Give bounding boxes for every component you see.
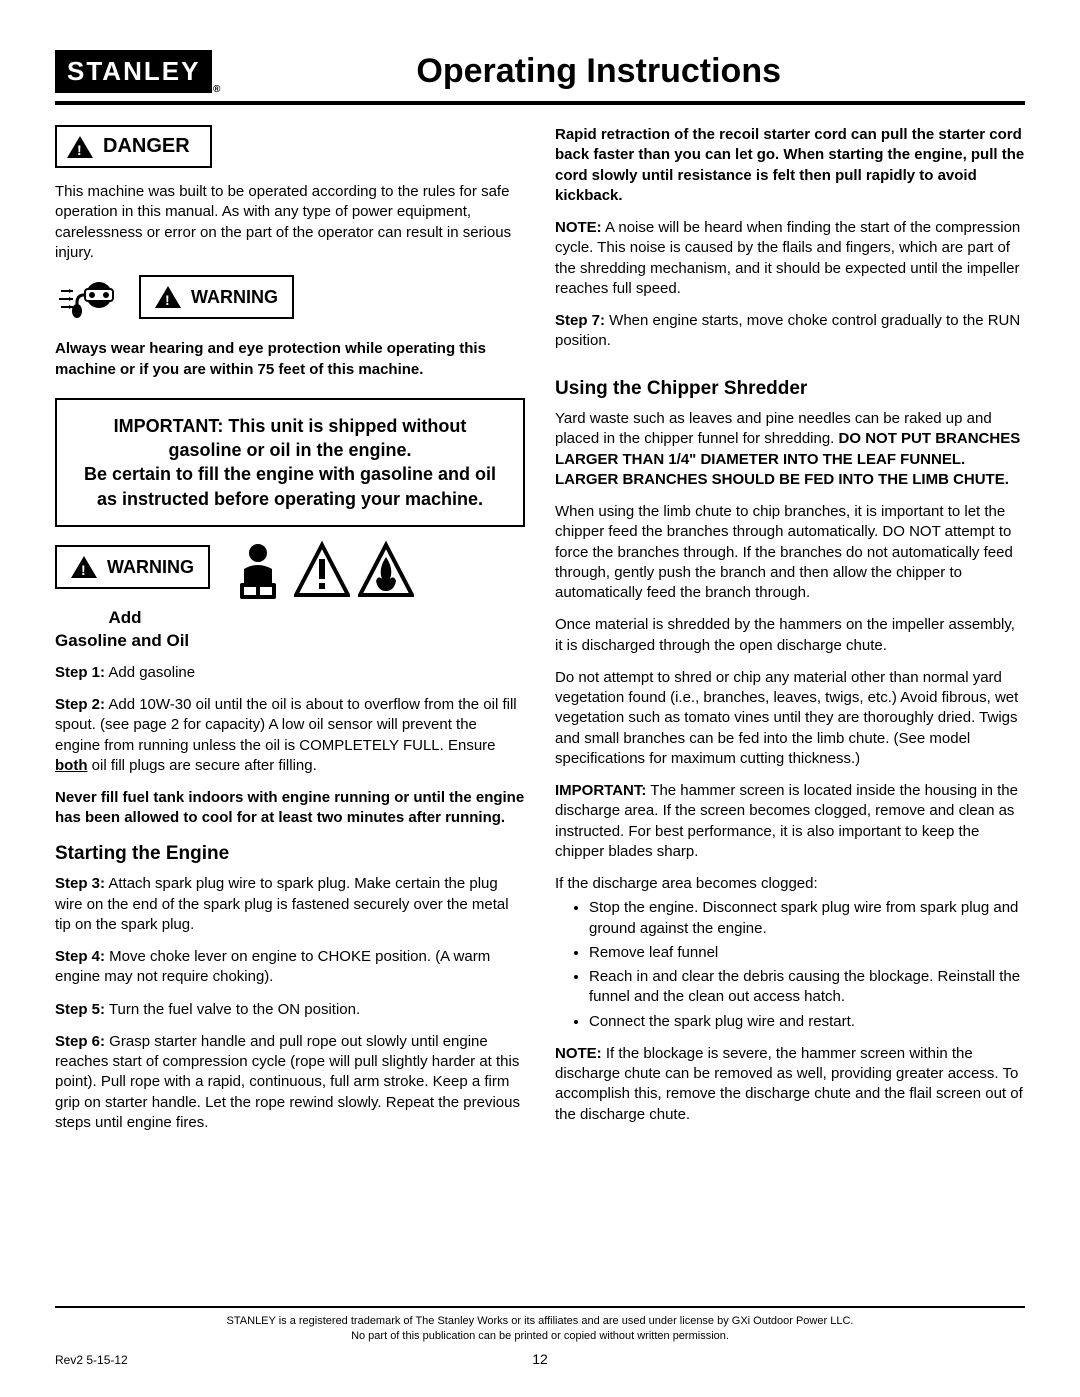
clog-intro: If the discharge area becomes clogged: xyxy=(555,874,1025,894)
content-columns: DANGER This machine was built to be oper… xyxy=(55,125,1025,1145)
step-7: Step 7: When engine starts, move choke c… xyxy=(555,311,1025,352)
read-manual-icon xyxy=(230,539,286,601)
warning-triangle-icon xyxy=(155,286,181,308)
add-gasoline-heading: Add Gasoline and Oil xyxy=(55,607,525,653)
note-noise: NOTE: A noise will be heard when finding… xyxy=(555,218,1025,299)
flammable-icon xyxy=(358,539,414,601)
list-item: Reach in and clear the debris causing th… xyxy=(589,967,1025,1008)
warning-callout-1: WARNING xyxy=(139,275,294,319)
caution-triangle-icon xyxy=(294,539,350,601)
warning-label-2: WARNING xyxy=(107,555,194,579)
page-title: Operating Instructions xyxy=(172,52,1025,91)
warning-label: WARNING xyxy=(191,285,278,309)
starting-engine-heading: Starting the Engine xyxy=(55,841,525,867)
important-line-1: IMPORTANT: This unit is shipped without … xyxy=(75,414,505,463)
danger-callout: DANGER xyxy=(55,125,212,168)
registered-mark: ® xyxy=(213,84,222,95)
header-rule xyxy=(55,101,1025,105)
list-item: Remove leaf funnel xyxy=(589,943,1025,963)
footer-legal: STANLEY is a registered trademark of The… xyxy=(55,1314,1025,1343)
footer-rule xyxy=(55,1306,1025,1308)
clog-steps-list: Stop the engine. Disconnect spark plug w… xyxy=(589,898,1025,1032)
hazard-pictograms xyxy=(230,539,414,601)
using-chipper-heading: Using the Chipper Shredder xyxy=(555,376,1025,402)
important-line-2: Be certain to fill the engine with gasol… xyxy=(75,462,505,511)
yard-waste-paragraph: Yard waste such as leaves and pine needl… xyxy=(555,409,1025,490)
warning-triangle-icon xyxy=(71,556,97,578)
list-item: Connect the spark plug wire and restart. xyxy=(589,1012,1025,1032)
warning-callout-2: WARNING xyxy=(55,545,210,589)
page-number: 12 xyxy=(532,1351,548,1367)
hearing-protection-text: Always wear hearing and eye protection w… xyxy=(55,339,525,380)
limb-chute-paragraph: When using the limb chute to chip branch… xyxy=(555,502,1025,603)
step-3: Step 3: Attach spark plug wire to spark … xyxy=(55,874,525,935)
step-1-label: Step 1: xyxy=(55,664,105,681)
note-blockage: NOTE: If the blockage is severe, the ham… xyxy=(555,1044,1025,1125)
warning-triangle-icon xyxy=(67,136,93,158)
shredded-paragraph: Once material is shredded by the hammers… xyxy=(555,615,1025,656)
list-item: Stop the engine. Disconnect spark plug w… xyxy=(589,898,1025,939)
ppe-row: WARNING xyxy=(55,275,525,333)
step-2: Step 2: Add 10W-30 oil until the oil is … xyxy=(55,695,525,776)
step-5: Step 5: Turn the fuel valve to the ON po… xyxy=(55,1000,525,1020)
step-1: Step 1: Add gasoline xyxy=(55,663,525,683)
recoil-warning: Rapid retraction of the recoil starter c… xyxy=(555,125,1025,206)
step-6: Step 6: Grasp starter handle and pull ro… xyxy=(55,1032,525,1133)
left-column: DANGER This machine was built to be oper… xyxy=(55,125,525,1145)
revision-text: Rev2 5-15-12 xyxy=(55,1353,128,1367)
step-4: Step 4: Move choke lever on engine to CH… xyxy=(55,947,525,988)
page-footer: STANLEY is a registered trademark of The… xyxy=(55,1306,1025,1367)
donot-shred-paragraph: Do not attempt to shred or chip any mate… xyxy=(555,668,1025,769)
header: STANLEY ® Operating Instructions xyxy=(55,50,1025,93)
intro-paragraph: This machine was built to be operated ac… xyxy=(55,182,525,263)
important-shipping-box: IMPORTANT: This unit is shipped without … xyxy=(55,398,525,527)
step-2-label: Step 2: xyxy=(55,696,105,713)
brand-logo: STANLEY ® xyxy=(55,50,212,93)
logo-text: STANLEY xyxy=(67,56,200,86)
never-fill-warning: Never fill fuel tank indoors with engine… xyxy=(55,788,525,829)
danger-label: DANGER xyxy=(103,133,190,160)
ppe-icon xyxy=(55,275,125,327)
important-hammer-screen: IMPORTANT: The hammer screen is located … xyxy=(555,781,1025,862)
warning-gasoline-section: WARNING xyxy=(55,545,525,601)
right-column: Rapid retraction of the recoil starter c… xyxy=(555,125,1025,1145)
